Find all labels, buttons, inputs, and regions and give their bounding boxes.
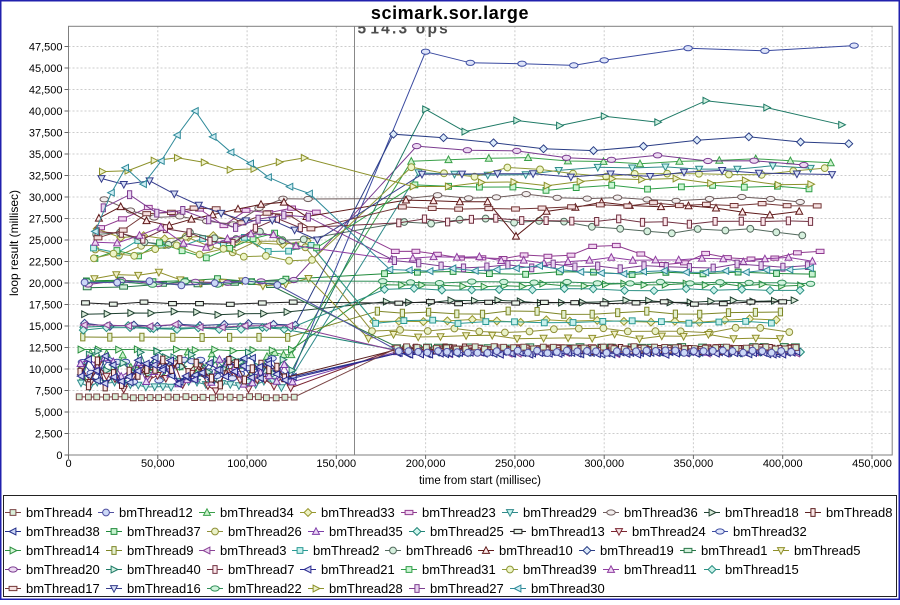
svg-text:7,500: 7,500 — [35, 385, 63, 397]
svg-text:bmThread37: bmThread37 — [127, 524, 201, 539]
svg-text:bmThread11: bmThread11 — [624, 562, 697, 577]
svg-text:bmThread27: bmThread27 — [430, 581, 504, 596]
svg-text:bmThread22: bmThread22 — [228, 581, 302, 596]
svg-text:25,000: 25,000 — [29, 235, 63, 247]
svg-text:bmThread18: bmThread18 — [725, 505, 799, 520]
svg-text:45,000: 45,000 — [29, 63, 63, 75]
svg-text:bmThread31: bmThread31 — [422, 562, 496, 577]
svg-text:27,500: 27,500 — [29, 213, 63, 225]
svg-text:bmThread23: bmThread23 — [422, 505, 496, 520]
svg-text:250,000: 250,000 — [495, 458, 535, 470]
svg-text:bmThread24: bmThread24 — [632, 524, 706, 539]
svg-text:bmThread10: bmThread10 — [499, 543, 573, 558]
svg-text:12,500: 12,500 — [29, 342, 63, 354]
svg-text:bmThread38: bmThread38 — [26, 524, 100, 539]
svg-text:350,000: 350,000 — [674, 458, 714, 470]
svg-text:5,000: 5,000 — [35, 407, 63, 419]
svg-text:bmThread15: bmThread15 — [725, 562, 799, 577]
svg-text:bmThread32: bmThread32 — [733, 524, 807, 539]
svg-text:0: 0 — [56, 450, 62, 462]
svg-text:30,000: 30,000 — [29, 192, 63, 204]
svg-text:bmThread28: bmThread28 — [329, 581, 403, 596]
svg-text:bmThread30: bmThread30 — [531, 581, 605, 596]
svg-text:200,000: 200,000 — [406, 458, 446, 470]
svg-text:bmThread19: bmThread19 — [600, 543, 674, 558]
svg-text:bmThread1: bmThread1 — [701, 543, 767, 558]
svg-text:bmThread3: bmThread3 — [220, 543, 286, 558]
svg-text:17,500: 17,500 — [29, 299, 63, 311]
svg-text:bmThread4: bmThread4 — [26, 505, 92, 520]
svg-text:450,000: 450,000 — [852, 458, 892, 470]
svg-text:time from start (millisec): time from start (millisec) — [419, 475, 541, 487]
svg-text:bmThread5: bmThread5 — [794, 543, 860, 558]
svg-text:15,000: 15,000 — [29, 321, 63, 333]
svg-text:bmThread8: bmThread8 — [826, 505, 892, 520]
svg-text:400,000: 400,000 — [763, 458, 803, 470]
svg-text:bmThread39: bmThread39 — [523, 562, 597, 577]
svg-text:bmThread14: bmThread14 — [26, 543, 100, 558]
svg-text:100,000: 100,000 — [227, 458, 267, 470]
svg-text:bmThread6: bmThread6 — [406, 543, 472, 558]
svg-text:22,500: 22,500 — [29, 256, 63, 268]
svg-text:300,000: 300,000 — [584, 458, 624, 470]
svg-text:bmThread21: bmThread21 — [321, 562, 395, 577]
svg-text:loop result (millisec): loop result (millisec) — [7, 190, 21, 296]
svg-text:bmThread2: bmThread2 — [313, 543, 379, 558]
svg-text:bmThread34: bmThread34 — [220, 505, 294, 520]
svg-text:35,000: 35,000 — [29, 149, 63, 161]
svg-text:10,000: 10,000 — [29, 364, 63, 376]
svg-text:bmThread25: bmThread25 — [430, 524, 504, 539]
svg-text:20,000: 20,000 — [29, 278, 63, 290]
svg-text:bmThread33: bmThread33 — [321, 505, 395, 520]
svg-text:bmThread36: bmThread36 — [624, 505, 698, 520]
svg-text:bmThread13: bmThread13 — [531, 524, 605, 539]
svg-text:bmThread9: bmThread9 — [127, 543, 193, 558]
svg-text:bmThread26: bmThread26 — [228, 524, 302, 539]
svg-text:bmThread29: bmThread29 — [523, 505, 597, 520]
svg-text:scimark.sor.large: scimark.sor.large — [371, 3, 529, 23]
svg-text:bmThread7: bmThread7 — [228, 562, 294, 577]
svg-text:0: 0 — [65, 458, 71, 470]
svg-text:150,000: 150,000 — [316, 458, 356, 470]
svg-text:32,500: 32,500 — [29, 170, 63, 182]
svg-text:bmThread20: bmThread20 — [26, 562, 100, 577]
svg-text:37,500: 37,500 — [29, 127, 63, 139]
svg-text:42,500: 42,500 — [29, 84, 63, 96]
svg-text:bmThread12: bmThread12 — [119, 505, 193, 520]
svg-text:2,500: 2,500 — [35, 428, 63, 440]
svg-text:bmThread35: bmThread35 — [329, 524, 403, 539]
svg-text:bmThread16: bmThread16 — [127, 581, 201, 596]
svg-text:bmThread17: bmThread17 — [26, 581, 100, 596]
svg-text:47,500: 47,500 — [29, 41, 63, 53]
svg-text:50,000: 50,000 — [141, 458, 175, 470]
svg-text:bmThread40: bmThread40 — [127, 562, 201, 577]
svg-text:40,000: 40,000 — [29, 106, 63, 118]
